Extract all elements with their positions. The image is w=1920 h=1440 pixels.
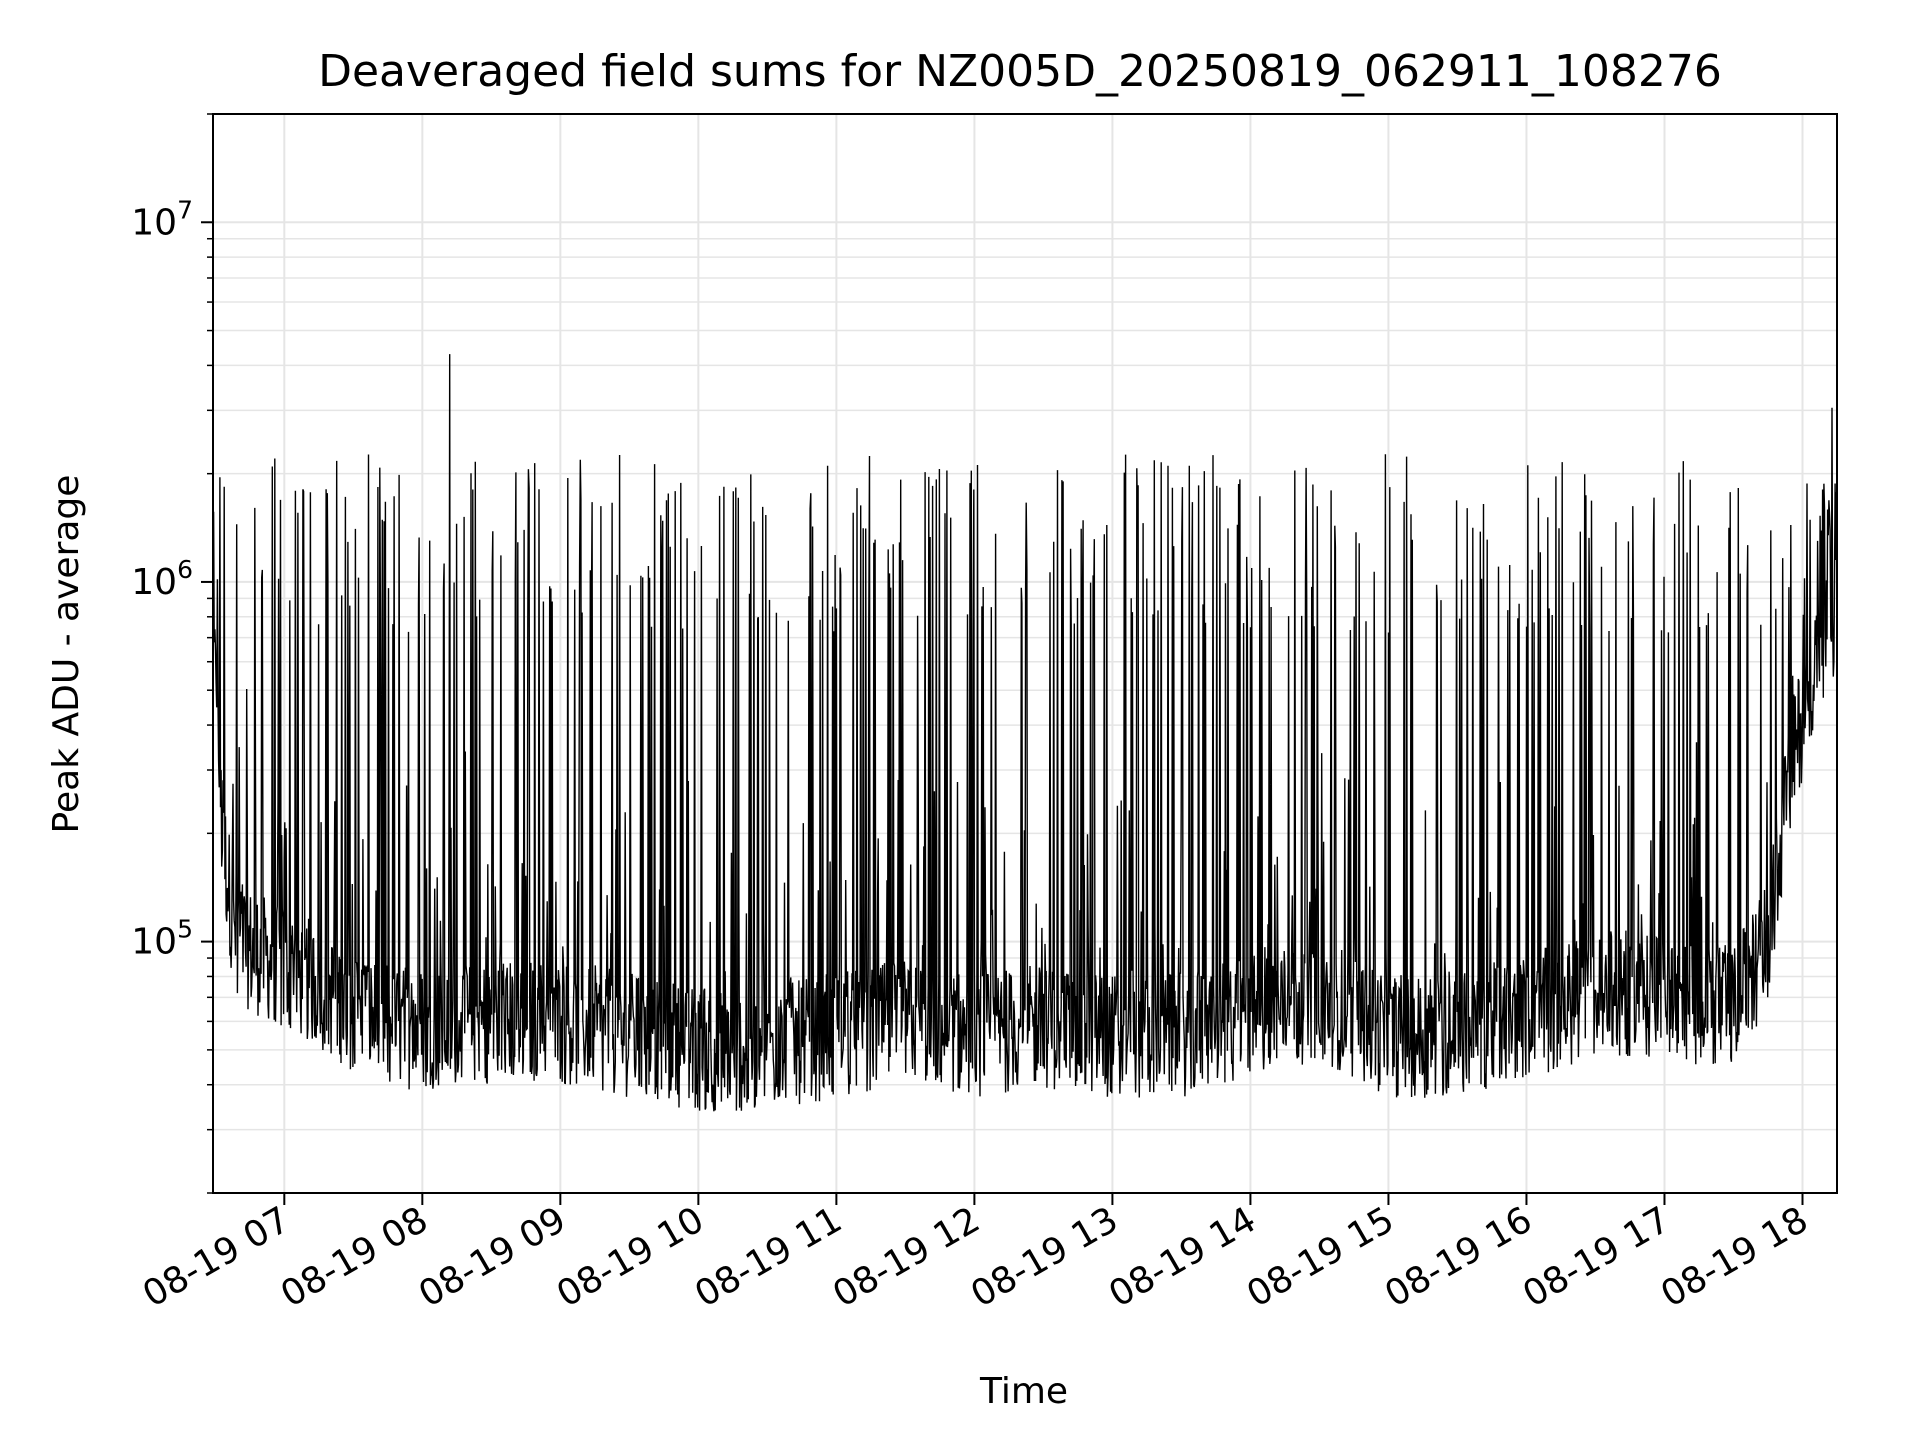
data-series: [213, 354, 1837, 1112]
plot-frame: [212, 113, 1838, 1194]
y-tick-label: 105: [131, 915, 193, 963]
y-axis-label: Peak ADU - average: [46, 475, 87, 834]
y-axis: 105 106 107: [131, 113, 213, 1194]
chart-title: Deaveraged field sums for NZ005D_2025081…: [318, 46, 1722, 97]
x-axis-label: Time: [979, 1371, 1068, 1412]
series-line: [213, 354, 1837, 1112]
y-tick-label: 106: [131, 555, 193, 603]
y-tick-label: 107: [131, 195, 193, 243]
